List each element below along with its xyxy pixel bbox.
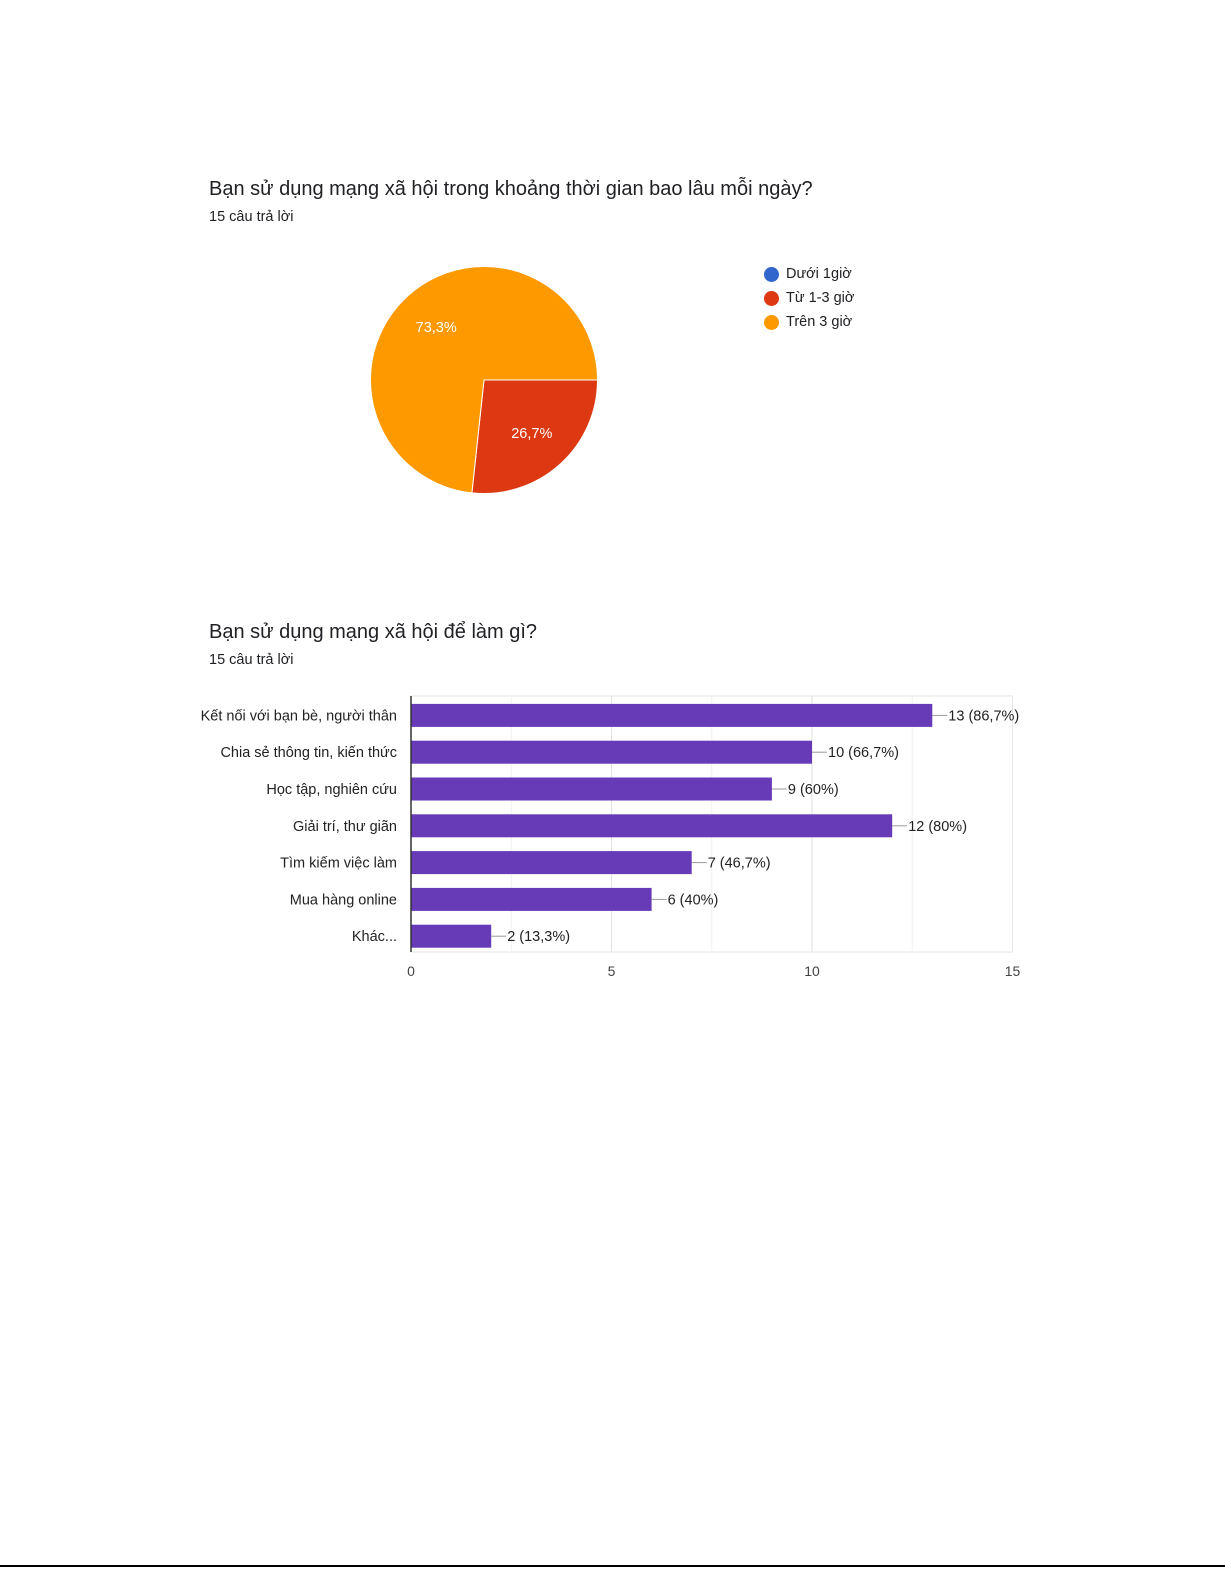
pie-data-label: 26,7% (511, 426, 552, 442)
category-label: Học tập, nghiên cứu (266, 782, 397, 798)
question-title-1: Bạn sử dụng mạng xã hội trong khoảng thờ… (209, 178, 813, 200)
pie-data-label: 73,3% (416, 320, 457, 336)
response-count-2: 15 câu trả lời (209, 652, 294, 668)
bar (411, 814, 893, 838)
bar (411, 887, 652, 911)
category-label: Giải trí, thư giãn (293, 819, 397, 835)
page-bottom-border (0, 1565, 1225, 1567)
bar-data-label: 9 (60%) (788, 782, 839, 798)
pie-legend: Dưới 1giờ Từ 1-3 giờ Trên 3 giờ (764, 262, 854, 334)
category-label: Kết nối với bạn bè, người thân (201, 708, 397, 724)
bar-data-label: 10 (66,7%) (828, 745, 899, 761)
category-label: Tìm kiếm việc làm (280, 856, 397, 872)
bar-data-label: 2 (13,3%) (507, 929, 570, 945)
legend-swatch (764, 290, 779, 306)
legend-label: Từ 1-3 giờ (786, 290, 855, 306)
bar (411, 924, 492, 948)
x-tick-label: 15 (1005, 963, 1021, 979)
x-tick-label: 0 (407, 963, 415, 979)
bar-data-label: 6 (40%) (668, 892, 719, 908)
pie-slice (370, 266, 599, 494)
bar-data-label: 12 (80%) (908, 819, 967, 835)
bar-data-label: 7 (46,7%) (708, 856, 771, 872)
x-tick-label: 10 (804, 963, 820, 979)
category-label: Mua hàng online (290, 892, 397, 908)
bar (411, 740, 812, 764)
bar-chart: Kết nối với bạn bè, người thân 13 (86,7%)… (201, 695, 1021, 979)
legend-item: Dưới 1giờ (764, 262, 854, 286)
response-count-1: 15 câu trả lời (209, 209, 294, 225)
legend-label: Dưới 1giờ (786, 266, 852, 282)
bar-data-label: 13 (86,7%) (948, 708, 1019, 724)
legend-swatch (764, 266, 779, 282)
x-tick-label: 5 (608, 963, 616, 979)
category-label: Chia sẻ thông tin, kiến thức (220, 745, 397, 761)
question-title-2: Bạn sử dụng mạng xã hội để làm gì? (209, 621, 538, 643)
legend-label: Trên 3 giờ (786, 314, 853, 330)
bar (411, 703, 933, 727)
bar (411, 777, 772, 801)
pie-slice (471, 379, 599, 494)
legend-item: Từ 1-3 giờ (764, 286, 854, 310)
legend-swatch (764, 314, 779, 330)
bar (411, 851, 692, 875)
category-label: Khác... (352, 929, 397, 945)
legend-item: Trên 3 giờ (764, 310, 854, 334)
pie-chart: 26,7% 73,3% (370, 266, 599, 494)
